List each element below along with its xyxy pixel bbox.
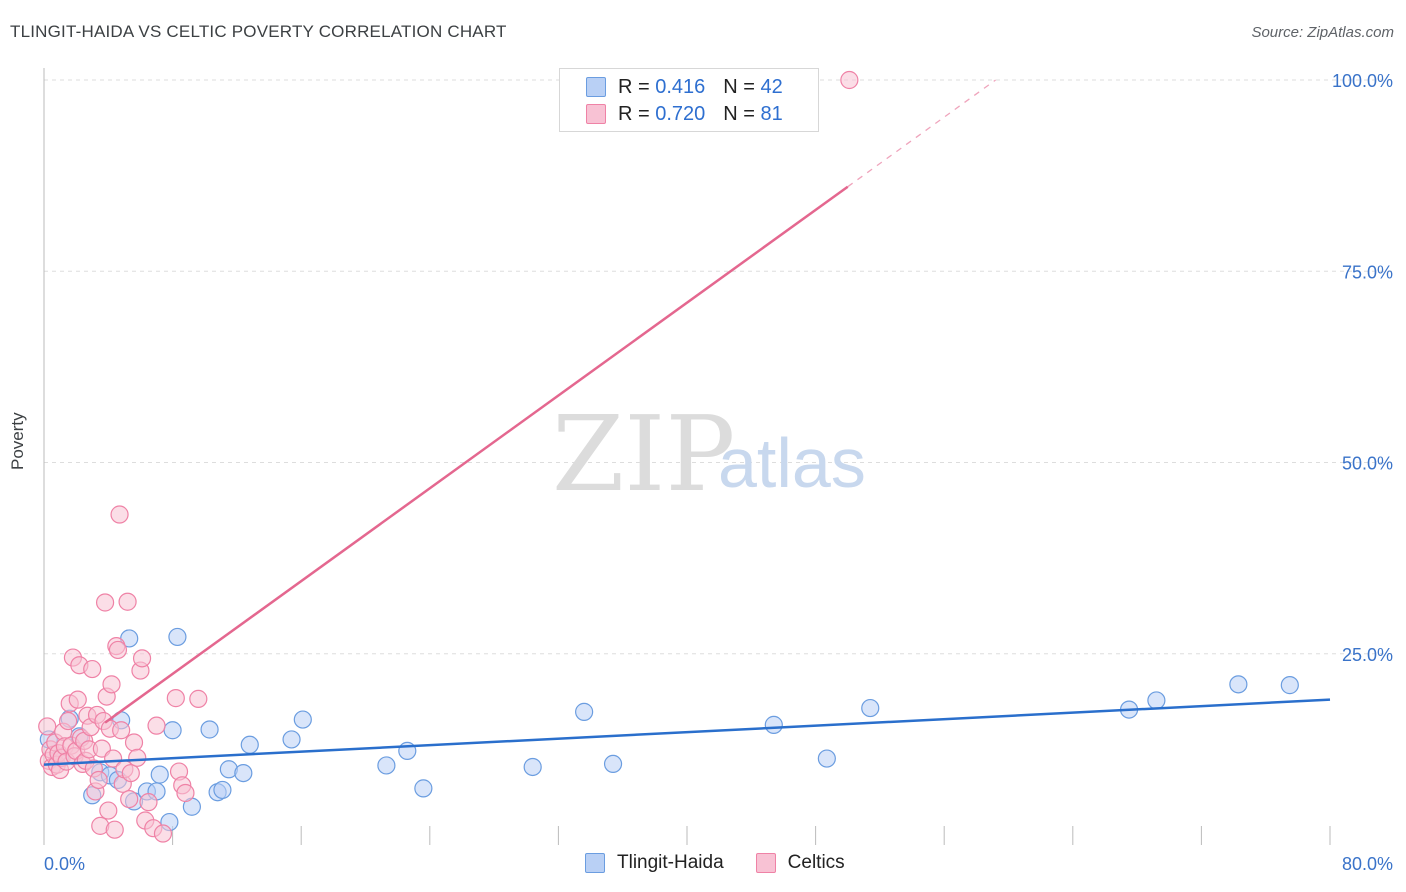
series-legend-label: Celtics xyxy=(787,852,845,873)
celtics-point xyxy=(105,820,124,839)
celtics-point xyxy=(120,789,139,809)
watermark-atlas: atlas xyxy=(718,424,866,502)
series-legend: Tlingit-Haida Celtics xyxy=(585,852,877,874)
y-tick-label: 75.0% xyxy=(1342,262,1393,282)
celtics-point xyxy=(124,733,144,752)
celtics-point xyxy=(95,593,115,612)
legend-n-label: N = xyxy=(723,75,755,98)
y-tick-label: 25.0% xyxy=(1342,645,1393,665)
x-tick-label-max: 80.0% xyxy=(1342,854,1393,874)
legend-r-value: 0.416 xyxy=(655,75,706,98)
celtics-point xyxy=(110,505,129,524)
tlingit-haida-point xyxy=(603,754,623,774)
series-legend-label: Tlingit-Haida xyxy=(617,852,724,873)
celtics-point xyxy=(68,690,87,709)
celtics-point xyxy=(189,689,208,708)
celtics-point xyxy=(840,70,859,90)
legend-swatch-pink xyxy=(755,853,776,873)
trend-line-celtics xyxy=(104,185,849,724)
tlingit-haida-point xyxy=(150,765,169,784)
tlingit-haida-point xyxy=(861,698,880,718)
tlingit-haida-point xyxy=(282,730,301,749)
celtics-point xyxy=(59,711,78,731)
stats-legend: R = 0.416 N = 42 R = 0.720 N = 81 xyxy=(559,68,819,132)
watermark-zip: ZIP xyxy=(552,393,735,515)
celtics-point xyxy=(128,748,147,767)
tlingit-haida-point xyxy=(817,749,836,768)
celtics-point xyxy=(132,649,152,668)
y-tick-label: 100.0% xyxy=(1332,71,1393,91)
tlingit-haida-point xyxy=(1147,691,1166,710)
tlingit-haida-point xyxy=(1280,676,1299,695)
celtics-point xyxy=(102,675,121,694)
tlingit-haida-point xyxy=(1229,675,1248,694)
tlingit-haida-point xyxy=(377,756,396,775)
legend-r-label: R = xyxy=(618,102,650,125)
tlingit-haida-points xyxy=(39,627,1299,832)
celtics-point xyxy=(83,659,102,679)
grid-lines xyxy=(44,79,1392,655)
tlingit-haida-point xyxy=(168,627,187,647)
tlingit-haida-point xyxy=(575,702,594,721)
tlingit-haida-point xyxy=(234,763,253,783)
series-legend-celtics[interactable]: Celtics xyxy=(755,852,845,874)
celtics-point xyxy=(121,763,140,783)
tlingit-haida-point xyxy=(764,715,783,734)
tlingit-haida-point xyxy=(213,780,232,800)
legend-row-celtics: R = 0.720 N = 81 xyxy=(586,101,783,127)
legend-swatch-pink xyxy=(586,104,606,124)
legend-n-value: 42 xyxy=(760,75,783,98)
source-label: Source: ZipAtlas.com xyxy=(1251,24,1394,41)
tlingit-haida-point xyxy=(200,720,219,739)
celtics-point xyxy=(99,801,118,820)
legend-row-tlingit-haida: R = 0.416 N = 42 xyxy=(586,74,783,100)
legend-n-label: N = xyxy=(723,102,755,125)
chart-title: TLINGIT-HAIDA VS CELTIC POVERTY CORRELAT… xyxy=(10,22,507,41)
legend-swatch-blue xyxy=(586,77,606,97)
y-tick-label: 50.0% xyxy=(1342,454,1393,474)
axes xyxy=(43,68,1331,845)
legend-n-value: 81 xyxy=(760,102,783,125)
tlingit-haida-point xyxy=(293,710,312,729)
celtics-point xyxy=(112,721,131,740)
watermark: ZIP atlas xyxy=(552,393,866,515)
celtics-point xyxy=(104,749,123,768)
celtics-point xyxy=(108,640,128,660)
tlingit-haida-point xyxy=(163,721,182,740)
legend-r-label: R = xyxy=(618,75,650,98)
series-legend-tlingit-haida[interactable]: Tlingit-Haida xyxy=(585,852,724,874)
x-tick-label-min: 0.0% xyxy=(44,854,85,874)
celtics-point xyxy=(89,770,108,790)
legend-swatch-blue xyxy=(585,853,605,873)
tick-labels: 25.0% 50.0% 75.0% 100.0% 0.0% 80.0% xyxy=(44,71,1393,874)
celtics-point xyxy=(139,793,158,812)
trend-lines xyxy=(43,79,1331,766)
celtics-point xyxy=(118,592,137,611)
celtics-point xyxy=(166,689,185,708)
tlingit-haida-point xyxy=(240,735,259,754)
celtics-points xyxy=(38,70,859,843)
celtics-point xyxy=(38,717,57,736)
tlingit-haida-point xyxy=(523,757,542,777)
celtics-point xyxy=(176,783,195,803)
celtics-point xyxy=(153,824,173,843)
trend-line-tlingit-haida xyxy=(43,698,1331,766)
tlingit-haida-point xyxy=(414,779,433,798)
legend-r-value: 0.720 xyxy=(655,102,706,125)
trend-line-celtics-extension xyxy=(847,79,997,188)
celtics-point xyxy=(147,716,166,735)
